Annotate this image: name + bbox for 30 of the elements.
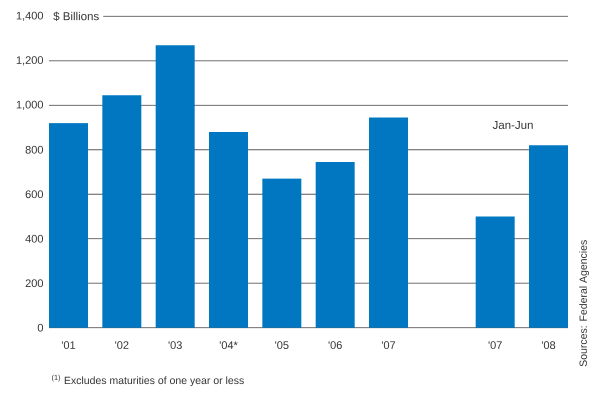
- y-axis-title: $ Billions: [53, 12, 99, 21]
- x-tick-label: '02: [115, 341, 128, 350]
- x-tick-label: '04*: [220, 341, 238, 350]
- x-tick-label: '06: [328, 341, 342, 350]
- bar: [529, 145, 568, 328]
- bar: [102, 95, 142, 328]
- bar: [316, 162, 355, 328]
- bar: [262, 178, 302, 328]
- bar: [369, 118, 408, 328]
- bar: [476, 216, 515, 328]
- y-tick-label: 1,200: [16, 56, 44, 66]
- y-tick-label: 800: [26, 146, 44, 154]
- x-tick-label: '08: [542, 341, 556, 350]
- x-tick-label: '05: [275, 341, 289, 350]
- x-tick-label: '01: [62, 341, 76, 350]
- y-tick-label: 400: [25, 234, 44, 243]
- text: $^{(1)}$ Excludes maturities of one year or less: [52, 374, 244, 386]
- source-note: Sources: Federal Agencies: [579, 240, 589, 366]
- annotation: Jan-Jun: [492, 120, 533, 130]
- y-tick-label: 0: [38, 324, 44, 332]
- bar: [156, 45, 195, 328]
- x-tick-label: '07: [382, 341, 396, 350]
- bar: [209, 132, 248, 328]
- y-tick-label: 200: [26, 279, 44, 288]
- x-tick-label: '07: [488, 341, 502, 350]
- y-tick-label: 1,400: [16, 12, 44, 21]
- y-tick-label: 600: [26, 190, 44, 198]
- bar: [49, 123, 88, 328]
- y-tick-label: 1,000: [16, 100, 44, 110]
- x-tick-label: '03: [168, 341, 182, 350]
